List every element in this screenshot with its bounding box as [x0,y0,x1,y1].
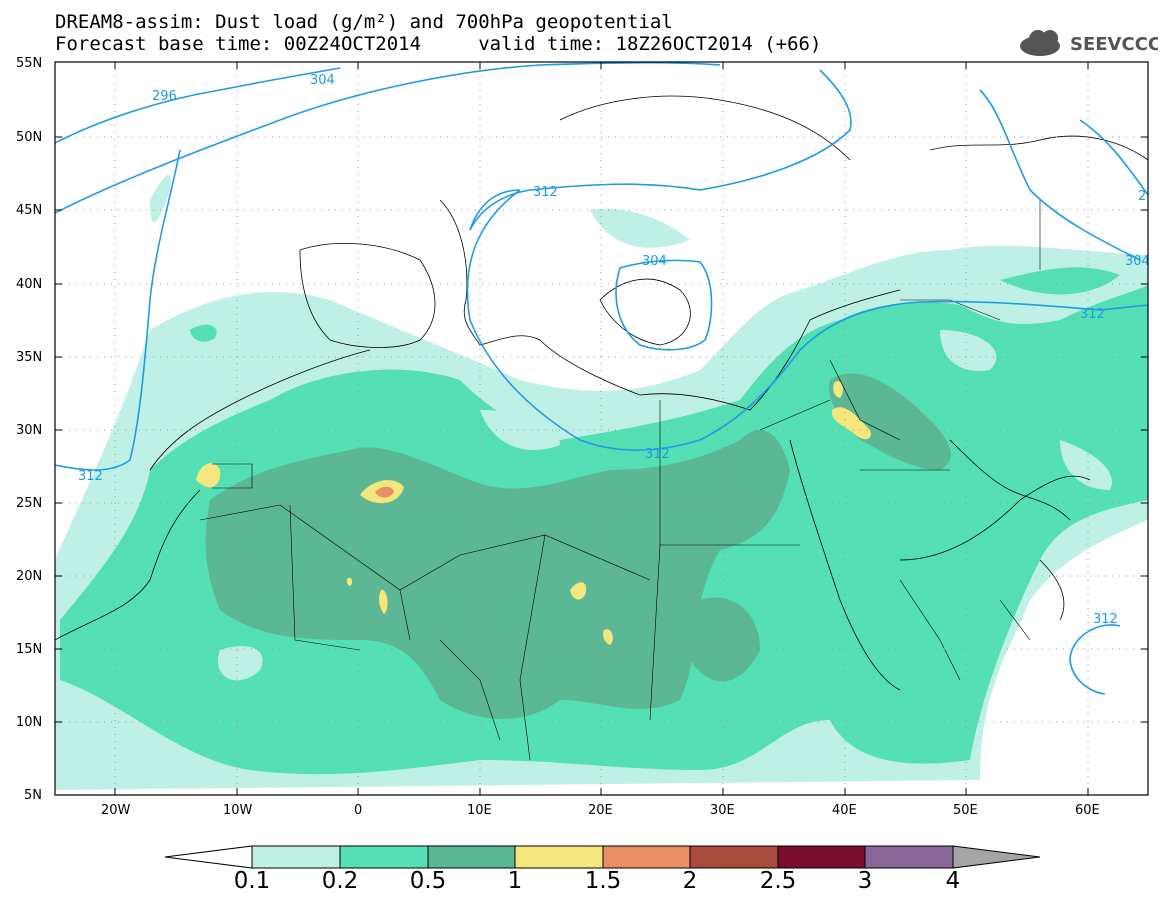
lat-label: 30N [16,423,43,438]
contour-label: 296 [152,89,177,104]
colorbar-label: 3 [857,868,873,894]
contour-label: 312 [1093,612,1118,627]
colorbar-label: 2.5 [759,868,797,894]
lat-label: 35N [16,350,43,365]
colorbar-under-triangle [164,845,253,869]
colorbar-label: 1 [507,868,523,894]
contour-label: 312 [645,447,670,462]
lat-label: 40N [16,277,43,292]
colorbar-label: 0.2 [321,868,359,894]
dust-very-high-region [375,486,394,498]
colorbar-swatch [689,845,779,869]
colorbar-swatch [777,845,866,869]
colorbar-swatch [339,845,429,869]
country-borders [199,200,1041,761]
lat-label: 45N [16,203,43,218]
colorbar-label: 0.5 [409,868,447,894]
colorbar-label: 1.5 [584,868,622,894]
colorbar-label: 4 [945,868,961,894]
dust-gap-region [218,330,1112,681]
lat-label: 15N [16,642,43,657]
lon-label: 20W [101,803,131,818]
lat-lon-grid [55,62,1148,795]
colorbar-swatch [864,845,954,869]
lon-label: 40E [832,803,857,818]
dust-dense-region [205,373,951,719]
lat-label: 10N [16,715,43,730]
lat-label: 55N [16,56,43,71]
map-title: DREAM8-assim: Dust load (g/m²) and 700hP… [55,11,673,33]
colorbar-swatch [602,845,691,869]
colorbar-swatch [514,845,604,869]
contour-label: 304 [1125,254,1150,269]
contour-label: 312 [533,185,558,200]
coastlines [55,95,1148,691]
lat-label: 50N [16,130,43,145]
lat-label: 20N [16,569,43,584]
colorbar-swatch [251,845,341,869]
contour-label: 312 [78,469,103,484]
tick-marks [55,62,1148,795]
colorbar-label: 2 [682,868,698,894]
seevccc-logo: SEEVCCC [1018,26,1161,58]
colorbar [164,845,1041,869]
svg-text:SEEVCCC: SEEVCCC [1070,34,1158,55]
geopotential-contours [55,62,1148,695]
colorbar-over-triangle [952,845,1041,869]
lat-label: 25N [16,496,43,511]
lon-label: 60E [1075,803,1100,818]
contour-label: 312 [1080,307,1105,322]
lat-label: 5N [24,788,42,803]
lon-label: 10E [467,803,492,818]
colorbar-label: 0.1 [233,868,271,894]
colorbar-swatch [427,845,516,869]
contour-label: 304 [310,73,335,88]
lon-label: 20E [588,803,613,818]
lon-label: 0 [354,803,363,818]
contour-labels: 296 304 312 312 304 312 304 312 312 29 [78,73,1155,627]
lon-label: 30E [710,803,735,818]
lon-label: 10W [223,803,253,818]
lon-label: 50E [953,803,978,818]
contour-label: 304 [642,254,667,269]
cloud-icon [1020,30,1060,56]
contour-label: 29 [1138,189,1155,204]
map-subtitle: Forecast base time: 00Z24OCT2014 valid t… [55,33,822,55]
